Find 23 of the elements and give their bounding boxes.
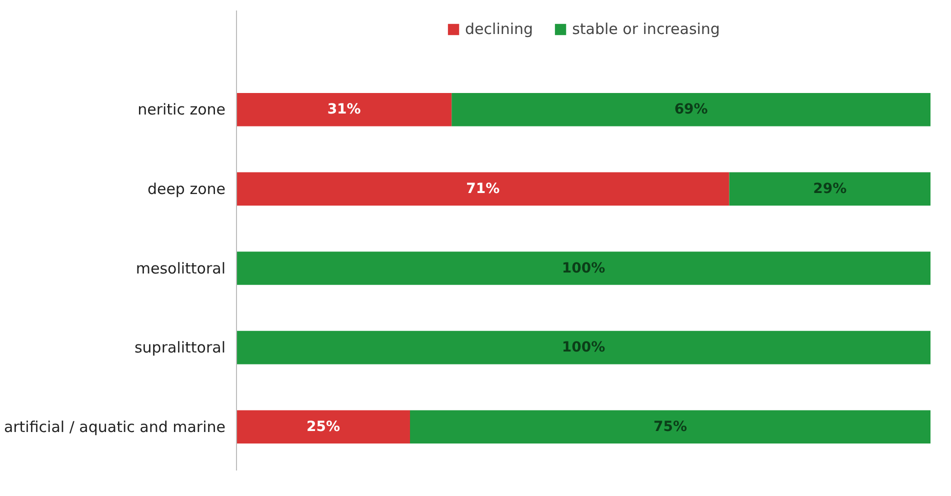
data-label: 100% bbox=[562, 340, 606, 356]
bar bbox=[452, 92, 930, 126]
bar bbox=[236, 172, 730, 206]
y-tick-label: deep zone bbox=[147, 180, 226, 198]
bar bbox=[410, 410, 930, 444]
data-label: 100% bbox=[562, 260, 606, 276]
data-label: 71% bbox=[466, 180, 500, 197]
data-label: 25% bbox=[306, 418, 340, 435]
legend-label: declining bbox=[465, 20, 534, 38]
y-tick-label: neritic zone bbox=[138, 100, 226, 119]
bar bbox=[236, 330, 930, 364]
bar bbox=[236, 252, 930, 285]
data-label: 31% bbox=[327, 102, 361, 118]
data-label: 69% bbox=[674, 102, 708, 118]
y-tick-label: artificial / aquatic and marine bbox=[4, 418, 226, 436]
y-tick-label: supralittoral bbox=[134, 338, 226, 357]
bar bbox=[236, 92, 452, 126]
y-tick-label: mesolittoral bbox=[136, 259, 226, 278]
legend-label: stable or increasing bbox=[572, 20, 720, 38]
data-label: 29% bbox=[813, 180, 847, 197]
bar bbox=[236, 410, 410, 444]
data-label: 75% bbox=[653, 418, 688, 435]
bar bbox=[729, 172, 930, 206]
